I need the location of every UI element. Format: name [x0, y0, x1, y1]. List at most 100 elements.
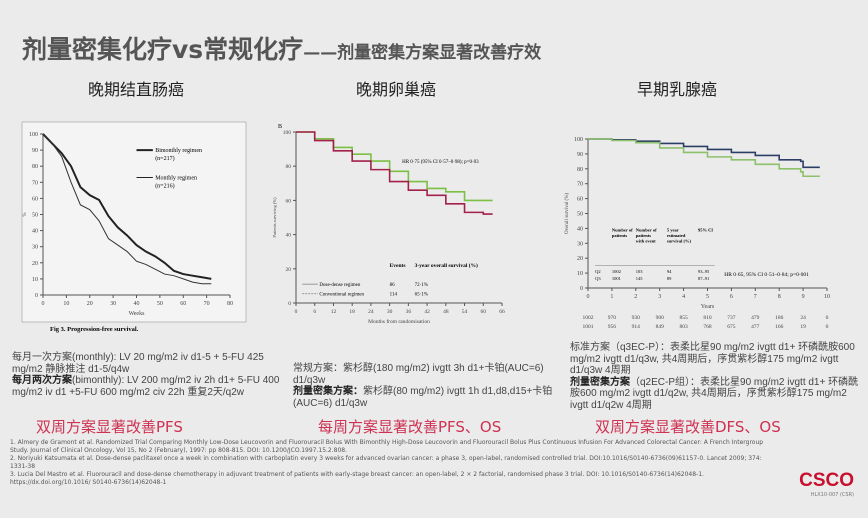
x-tick-label: 40 [134, 301, 140, 307]
y-axis-label: Patients surviving (%) [272, 197, 277, 238]
conclusion-ovarian: 每周方案显著改善PFS、OS [318, 418, 502, 436]
x-tick-label: 80 [227, 301, 233, 307]
y-tick-label: 0 [35, 293, 38, 299]
x-tick-label: 30 [110, 301, 116, 307]
at-risk-value: 956 [608, 324, 617, 330]
slide-code: HLX10-007 (CSR) [810, 492, 854, 498]
reference-3: 3. Lucia Del Mastro et al. Fluorouracil … [10, 471, 704, 486]
heading-ovarian: 晚期卵巢癌 [356, 80, 437, 99]
table-header: 95% CI [698, 227, 713, 232]
chart-ovarian-os: 0 6 12 18 24 30 36 42 48 54 60 66 0 20 40 60 80 100 Months… [272, 124, 505, 323]
heading-colorectal: 晚期结直肠癌 [88, 80, 185, 99]
table-cell: 94 [667, 269, 672, 274]
regimen2-text: 紫杉醇(80 mg/m2) ivgtt 1h d1,d8,d15+卡铂(AUC=… [293, 386, 553, 409]
table-cell: 93–95 [698, 269, 710, 274]
at-risk-value: 477 [751, 324, 760, 330]
hr-annotation: HR 0·65, 95% CI 0·51–0·84; p=0·001 [724, 272, 809, 278]
x-tick-label: 8 [778, 294, 781, 300]
y-tick-label: 60 [286, 198, 292, 204]
x-axis-label: Years [701, 304, 715, 310]
x-tick-label: 30 [387, 309, 393, 315]
regimen-text-ovarian: 常规方案：紫杉醇(180 mg/m2) ivgtt 3h d1+卡铂(AUC=6… [293, 363, 557, 409]
legend-label: Monthly regimen [155, 175, 197, 181]
x-tick-label: 7 [754, 294, 757, 300]
at-risk-value: 0 [826, 324, 829, 330]
table-cell: 103 [636, 269, 644, 274]
at-risk-value: 803 [679, 324, 688, 330]
x-tick-label: 12 [331, 309, 337, 315]
x-tick-label: 10 [824, 294, 830, 300]
series-line-2 [296, 131, 493, 215]
table-header: Number of patients with event [636, 227, 657, 243]
x-tick-label: 2 [634, 294, 637, 300]
at-risk-value: 900 [656, 315, 665, 321]
y-tick-label: 50 [32, 213, 38, 219]
series-line-2 [588, 138, 820, 178]
regimen2-text: (bimonthly): LV 200 mg/m2 iv 2h d1+ 5-FU… [12, 375, 280, 398]
x-tick-label: 60 [481, 309, 487, 315]
at-risk-value: 849 [656, 324, 665, 330]
legend-events: 86 [390, 283, 396, 288]
at-risk-value: 737 [727, 315, 736, 321]
reference-1: 1. Almery de Gramont et al. Randomized T… [10, 439, 764, 454]
y-tick-label: 80 [286, 164, 292, 170]
y-tick-label: 70 [577, 182, 583, 188]
x-tick-label: 0 [42, 301, 45, 307]
x-tick-label: 36 [406, 309, 412, 315]
regimen2-text: （q2EC-P组）：表柔比星90 mg/m2 ivgtt d1+ 环磷酰胺600… [570, 376, 859, 411]
x-tick-label: 9 [802, 294, 805, 300]
table-cell: 1001 [612, 276, 621, 281]
series-line-2 [42, 133, 212, 285]
title-main: 剂量密集化疗vs常规化疗 [22, 35, 304, 64]
panel-letter: B [278, 124, 282, 130]
at-risk-value: 19 [800, 324, 806, 330]
at-risk-value: 914 [632, 324, 641, 330]
y-tick-label: 60 [577, 197, 583, 203]
table-group: Q3 [595, 276, 601, 281]
figure-caption: Fig 3. Progression-free survival. [50, 326, 139, 333]
x-tick-label: 18 [349, 309, 355, 315]
regimen1-label: 常规方案： [293, 363, 343, 374]
chart-breast-os: 0 1 2 3 4 5 6 7 8 9 100102030405060708090100YearsO… [565, 137, 830, 330]
legend-header-survival: 3-year overall survival (%) [415, 262, 478, 269]
y-tick-label: 100 [283, 130, 292, 136]
x-tick-label: 66 [499, 309, 505, 315]
csco-logo: CSCO HLX10-007 (CSR) [799, 470, 854, 498]
x-tick-label: 10 [63, 301, 69, 307]
chart-colorectal-pfs: 0 10 20 30 40 50 60 70 80 0 10 20 30 40 50 60 70 80 90 100 W… [21, 121, 247, 333]
reference-2: 2. Noriyuki Katsumata et al. Dose-dense … [10, 455, 762, 470]
x-tick-label: 20 [87, 301, 93, 307]
x-axis-label: Months from randomisation [368, 318, 430, 323]
at-risk-value: 1002 [583, 315, 594, 321]
y-tick-label: 90 [577, 152, 583, 158]
regimen-text-colorectal: 每月一次方案(monthly): LV 20 mg/m2 iv d1-5 + 5… [12, 352, 286, 398]
table-header: 5 year estimated survival (%) [667, 227, 692, 243]
regimen-text-breast: 标准方案（q3EC-P）：表柔比星90 mg/m2 ivgtt d1+ 环磷酰胺… [570, 342, 860, 411]
at-risk-value: 479 [751, 315, 760, 321]
series-line-1 [42, 133, 212, 280]
figure-frame [21, 121, 247, 323]
regimen1-label: 标准方案 [570, 342, 610, 353]
table-header: Number of patients [612, 227, 633, 238]
regimen1-label: 每月一次方案 [12, 352, 72, 363]
legend-survival: 72·1% [415, 283, 428, 288]
at-risk-value: 970 [608, 315, 617, 321]
regimen2-label: 剂量密集方案 [570, 376, 630, 388]
y-tick-label: 50 [577, 212, 583, 218]
y-axis-label: Overall survival (%) [565, 193, 570, 234]
legend-n: (n=216) [155, 182, 174, 189]
regimen1-text: 紫杉醇(180 mg/m2) ivgtt 3h d1+卡铂(AUC=6) d1/… [293, 363, 544, 386]
y-tick-label: 10 [32, 277, 38, 283]
regimen2-label: 剂量密集方案： [293, 386, 363, 397]
x-tick-label: 6 [730, 294, 733, 300]
y-tick-label: 40 [286, 233, 292, 239]
legend-label: Dose-dense regimen [319, 283, 360, 288]
at-risk-value: 0 [826, 315, 829, 321]
y-tick-label: 100 [574, 137, 583, 143]
at-risk-value: 768 [703, 324, 712, 330]
regimen2-label: 每月两次方案 [12, 375, 72, 386]
x-tick-label: 1 [610, 294, 613, 300]
at-risk-value: 930 [632, 315, 641, 321]
legend-label: Conventional regimen [319, 293, 364, 298]
x-tick-label: 42 [424, 309, 430, 315]
